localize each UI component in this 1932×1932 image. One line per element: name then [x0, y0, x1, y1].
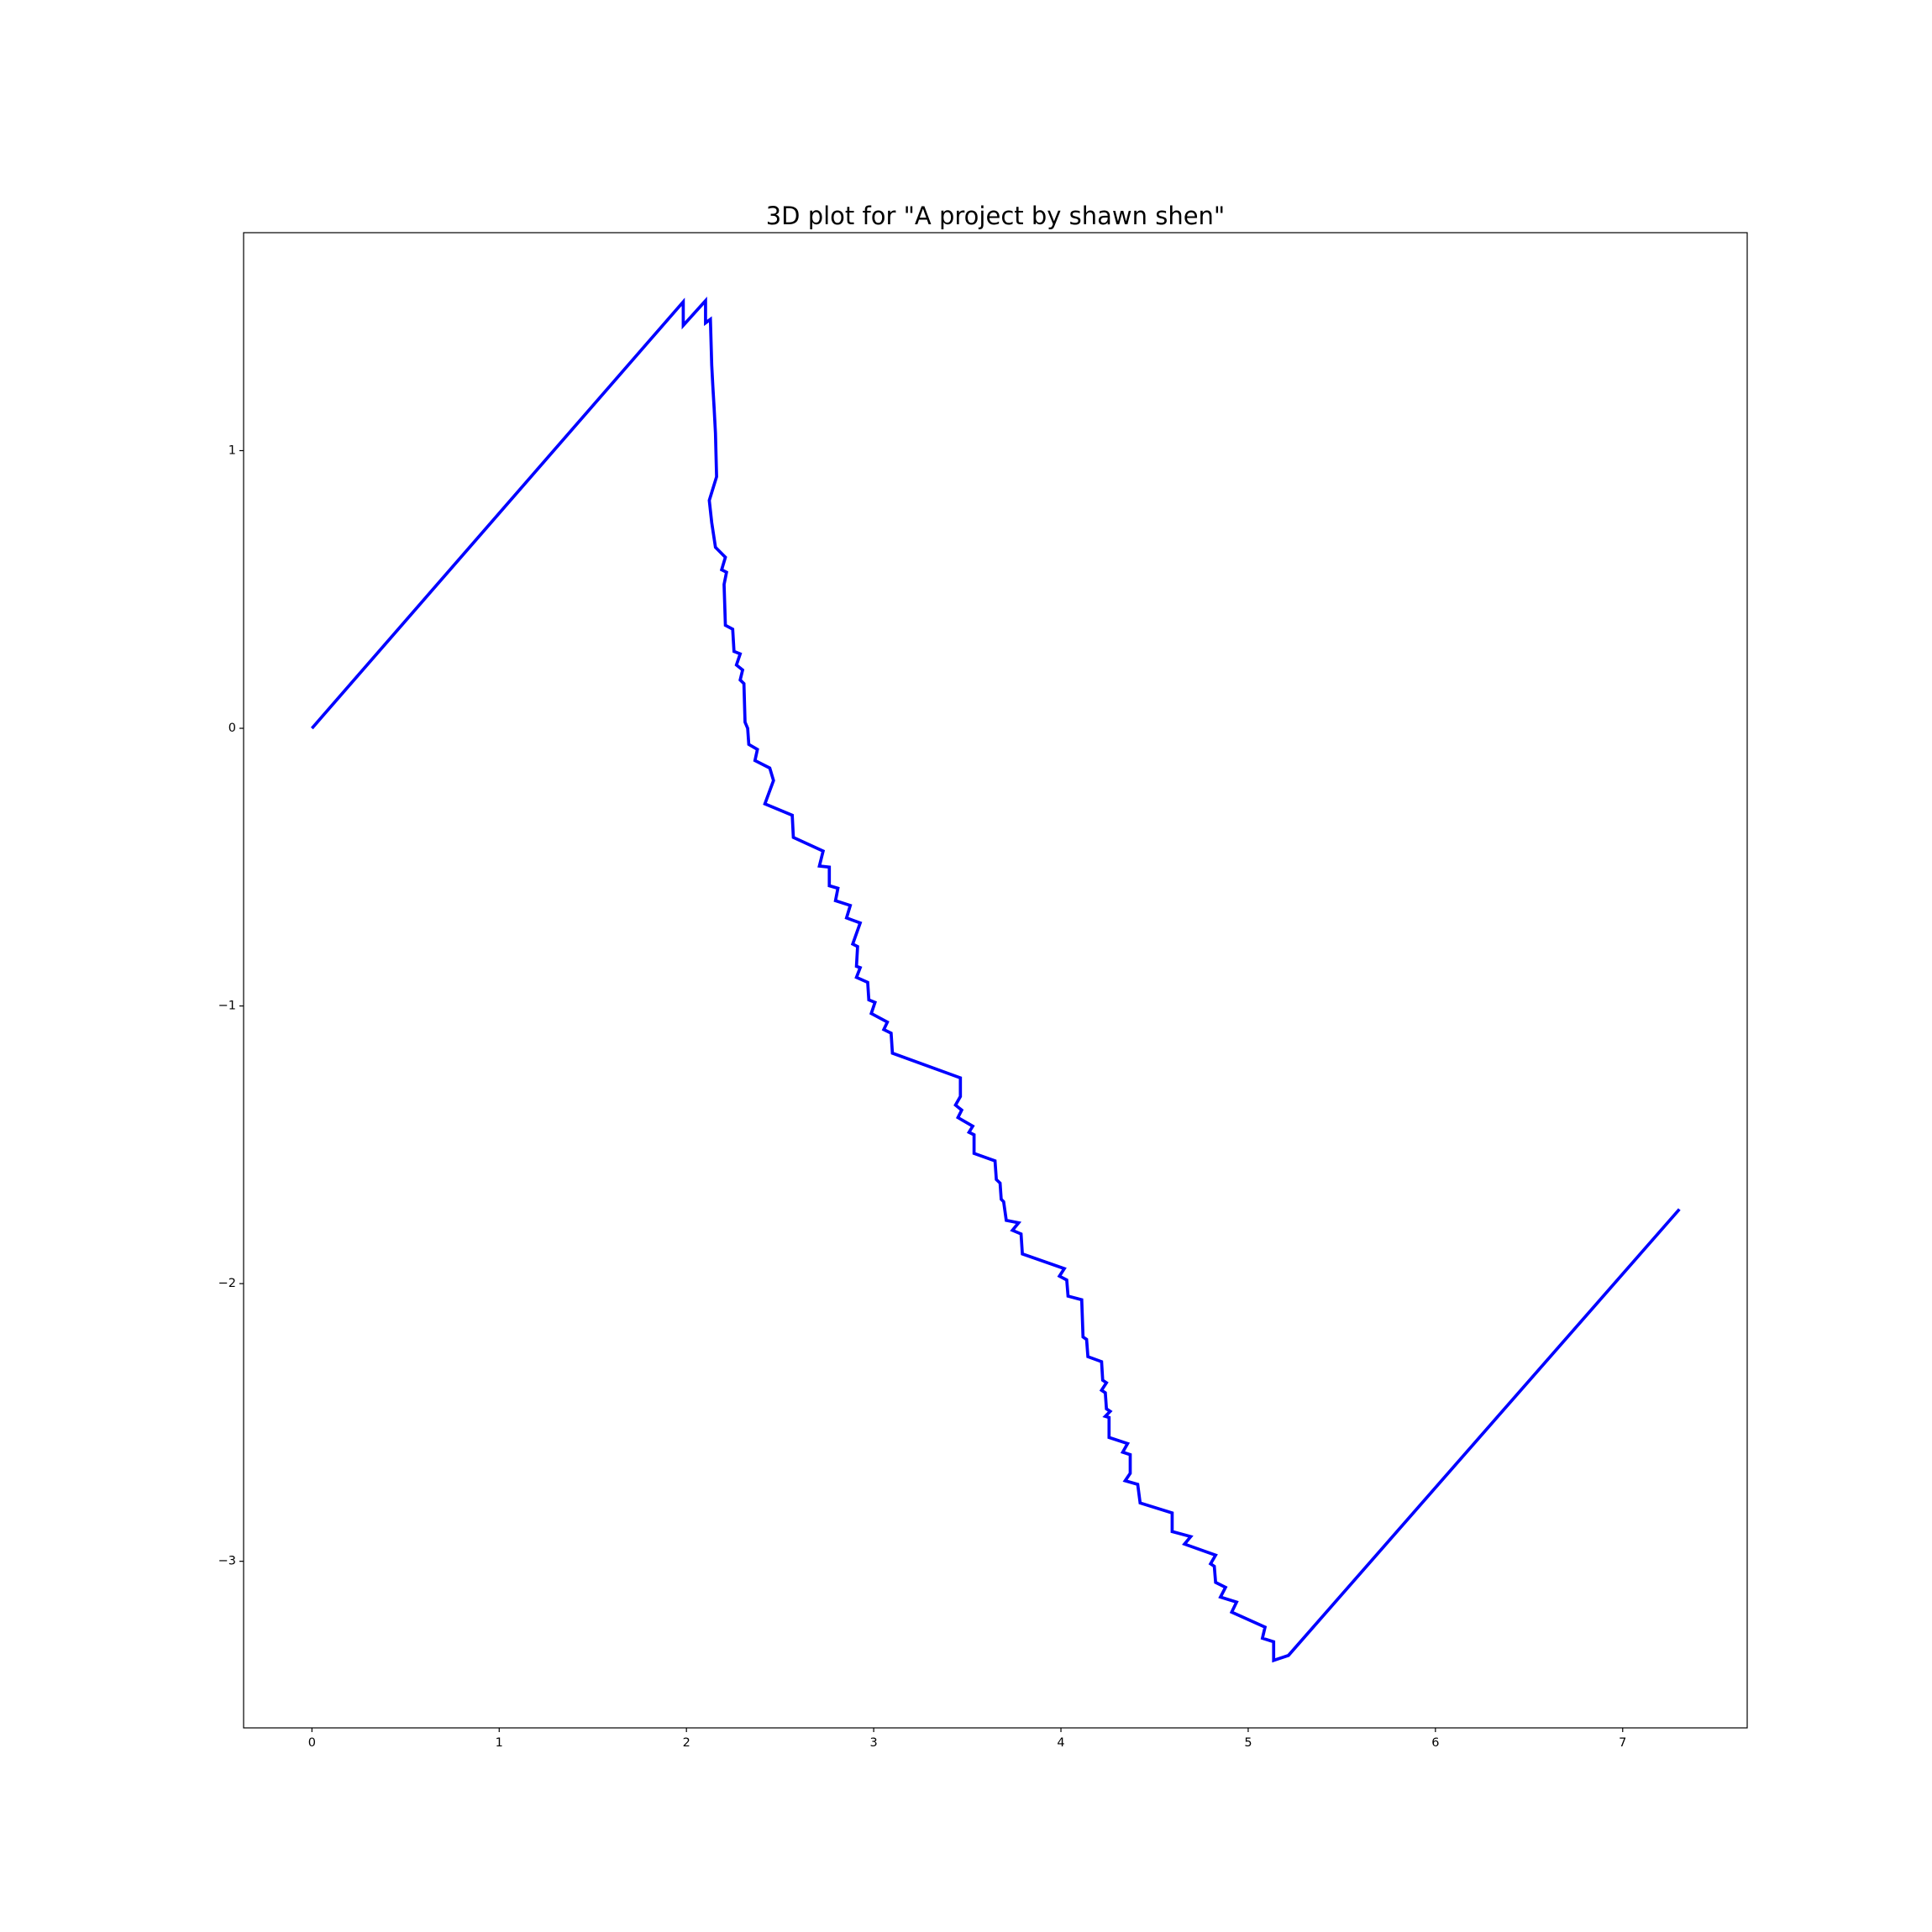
chart-title: 3D plot for "A project by shawn shen" — [766, 202, 1226, 230]
x-tick-label: 4 — [1057, 1736, 1064, 1750]
x-tick-label: 2 — [683, 1736, 690, 1750]
x-tick-label: 3 — [869, 1736, 877, 1750]
y-tick-label: −3 — [218, 1555, 236, 1568]
y-tick-label: 0 — [228, 722, 236, 735]
x-tick-label: 0 — [308, 1736, 316, 1750]
x-tick-label: 7 — [1619, 1736, 1626, 1750]
y-tick-label: −1 — [218, 1000, 236, 1013]
x-tick-label: 5 — [1244, 1736, 1252, 1750]
data-line — [310, 297, 1681, 1663]
x-tick-label: 6 — [1431, 1736, 1439, 1750]
y-tick-label: −2 — [218, 1277, 236, 1290]
plot-frame — [243, 232, 1748, 1729]
x-tick-label: 1 — [496, 1736, 503, 1750]
y-tick-label: 1 — [228, 444, 236, 457]
